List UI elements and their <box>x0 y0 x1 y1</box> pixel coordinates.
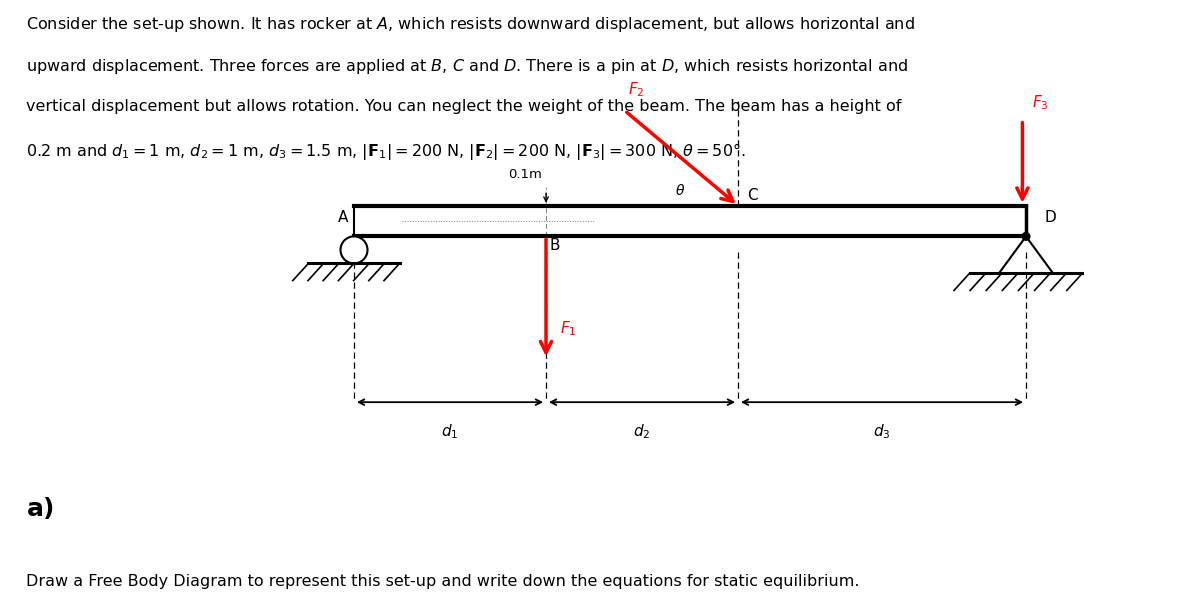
Text: B: B <box>550 238 560 253</box>
Text: A: A <box>337 211 348 225</box>
Text: $\theta$: $\theta$ <box>676 183 685 198</box>
Text: C: C <box>748 188 758 203</box>
Text: $d_2$: $d_2$ <box>634 422 650 440</box>
Text: Consider the set-up shown. It has rocker at $A$, which resists downward displace: Consider the set-up shown. It has rocker… <box>26 15 916 34</box>
Text: 0.2 m and $d_1 = 1$ m, $d_2 = 1$ m, $d_3 = 1.5$ m, $|\mathbf{F}_1| = 200$ N, $|\: 0.2 m and $d_1 = 1$ m, $d_2 = 1$ m, $d_3… <box>26 141 746 161</box>
Ellipse shape <box>1022 233 1030 240</box>
Text: $d_1$: $d_1$ <box>442 422 458 440</box>
Text: upward displacement. Three forces are applied at $B$, $C$ and $D$. There is a pi: upward displacement. Three forces are ap… <box>26 57 908 76</box>
Bar <box>354 206 1026 236</box>
Text: a): a) <box>26 497 55 521</box>
Text: $F_1$: $F_1$ <box>560 319 577 338</box>
Text: Draw a Free Body Diagram to represent this set-up and write down the equations f: Draw a Free Body Diagram to represent th… <box>26 574 860 589</box>
Text: D: D <box>1044 211 1056 225</box>
Text: vertical displacement but allows rotation. You can neglect the weight of the bea: vertical displacement but allows rotatio… <box>26 99 901 114</box>
Text: $d_3$: $d_3$ <box>874 422 890 440</box>
Text: $F_2$: $F_2$ <box>629 81 644 99</box>
Ellipse shape <box>341 236 367 263</box>
Text: 0.1m: 0.1m <box>509 168 542 181</box>
Text: $F_3$: $F_3$ <box>1032 94 1049 112</box>
